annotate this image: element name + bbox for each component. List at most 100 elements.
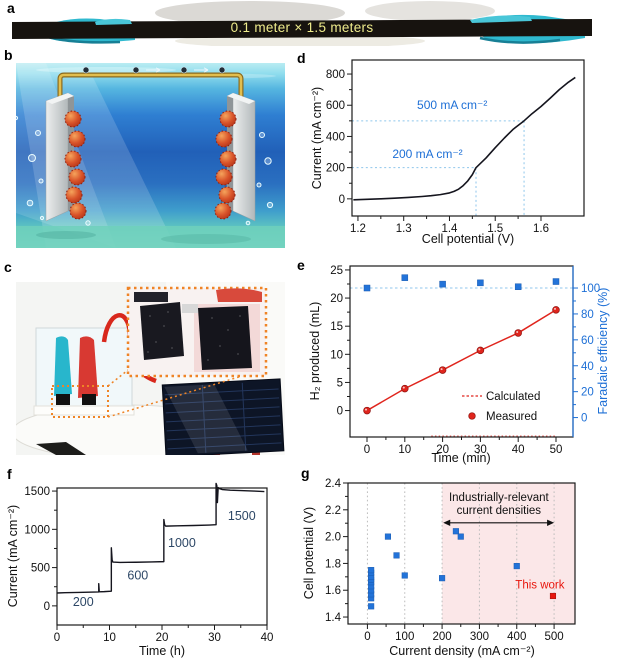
zoom-connector	[107, 369, 129, 387]
left-glove-thumb	[95, 18, 132, 25]
this-work-label: This work	[515, 580, 564, 592]
catalyst-particles-left	[64, 110, 87, 220]
panel-a-photo: 0.1 meter × 1.5 meters	[0, 0, 620, 48]
panel-label-b: b	[4, 47, 13, 63]
literature-point	[384, 533, 391, 540]
x-tick-label: 10	[398, 444, 411, 456]
efficiency-point	[552, 278, 560, 285]
measured-point	[514, 329, 522, 337]
y-tick-label: 1.4	[325, 612, 342, 624]
red-frame	[78, 336, 98, 398]
efficiency-point	[401, 274, 409, 281]
inset-clamp	[134, 292, 168, 302]
x-tick-label: 30	[208, 632, 221, 644]
right-y-tick-label: 80	[581, 309, 594, 321]
y-tick-label: 15	[330, 321, 343, 333]
f-x-axis-title: Time (h)	[138, 643, 186, 658]
y-tick-label: 200	[326, 163, 345, 175]
strip-dimension-caption: 0.1 meter × 1.5 meters	[230, 20, 374, 35]
cell-base	[33, 405, 135, 416]
bench-photo-canvas	[11, 282, 285, 460]
measured-point	[476, 346, 485, 355]
zoom-connector	[107, 375, 243, 418]
arrowhead-right	[547, 519, 555, 527]
this-work-point	[549, 592, 557, 600]
electrode-texture	[147, 311, 241, 361]
background-blur	[365, 1, 495, 21]
strip-photo-canvas	[12, 1, 592, 48]
y-tick-label: 600	[326, 100, 345, 112]
solar-panel	[161, 378, 285, 458]
teal-frame	[54, 336, 72, 396]
panel-label-c: c	[4, 259, 12, 275]
right-y-tick-label: 60	[581, 335, 594, 347]
chart-d-canvas: 500 mA cm⁻² 200 mA cm⁻² 1.2 1.3 1.4 1.5 1.6 0 20…	[326, 59, 585, 235]
measured-point-glint	[365, 408, 368, 411]
y-tick-label: 1.6	[325, 585, 341, 597]
chart-d: 500 mA cm⁻² 200 mA cm⁻² 1.2 1.3 1.4 1.5 1.6 0 20…	[310, 50, 620, 255]
step-current-label: 1500	[228, 509, 256, 523]
y-tick-label: 20	[330, 293, 343, 305]
legend-circle-icon	[468, 412, 476, 420]
current-step-curve	[56, 482, 265, 594]
x-tick-label: 1.6	[533, 223, 549, 235]
x-tick-label: 1.3	[396, 223, 412, 235]
g-y-axis-title: Cell potential (V)	[301, 506, 316, 600]
x-tick-label: 300	[470, 631, 489, 643]
guide-label: 500 mA cm⁻²	[417, 98, 487, 112]
x-tick-label: 20	[156, 632, 169, 644]
wire	[58, 73, 243, 97]
panel-label-d: d	[297, 50, 306, 66]
chart-f-canvas: 200 600 1000 1500 0 10 20 30 40 0 500 1000 1500	[24, 482, 273, 644]
right-y-tick-label: 100	[581, 283, 600, 295]
industrial-region-shading	[442, 483, 575, 624]
x-tick-label: 1.5	[487, 223, 503, 235]
efficiency-point	[477, 279, 484, 287]
x-tick-label: 400	[507, 631, 526, 643]
x-tick-label: 30	[474, 444, 487, 456]
inset-electrode-left	[140, 302, 184, 360]
membrane-strip	[12, 19, 592, 39]
y-tick-label: 1000	[24, 524, 50, 536]
y-tick-label: 1500	[24, 486, 50, 498]
y-tick-label: 0	[337, 406, 343, 418]
literature-point	[513, 563, 520, 570]
x-tick-label: 0	[54, 632, 60, 644]
step-current-label: 1000	[168, 536, 196, 550]
y-tick-label: 500	[31, 563, 50, 575]
efficiency-point	[514, 283, 522, 290]
x-tick-label: 100	[395, 631, 414, 643]
panel-b-illustration	[13, 63, 285, 248]
seabed-shadow	[161, 234, 251, 244]
chart-g: 0 100 200 300 400 500 1.4 1.6 1.8 2.0 2.2 2.4 Indust…	[302, 460, 620, 668]
x-tick-label: 200	[432, 631, 451, 643]
panel-label-e: e	[297, 257, 305, 273]
right-glove-fingers	[479, 36, 561, 44]
e-right-y-axis-title: Faradaic efficiency (%)	[595, 287, 610, 415]
measured-point-glint	[440, 368, 443, 371]
y-tick-label: 2.2	[325, 505, 341, 517]
chart-e-canvas: 0 10 20 30 40 50 0 5 10 15 20 25 0 20 40 60 80 100 Calcula…	[330, 265, 600, 456]
plot-frame	[347, 482, 576, 625]
bubbles	[13, 115, 274, 226]
measured-point-glint	[478, 348, 481, 351]
plot-frame	[349, 265, 574, 438]
d-y-axis-title: Current (mA cm⁻²)	[309, 86, 324, 190]
x-tick-label: 50	[550, 444, 563, 456]
zoom-inset	[126, 286, 268, 378]
x-tick-label: 40	[512, 444, 525, 456]
e-x-axis-title: Time (min)	[431, 450, 491, 465]
e-left-y-axis-title: H₂ produced (mL)	[307, 301, 322, 401]
guide-label: 200 mA cm⁻²	[392, 147, 462, 161]
surface-ripple	[36, 67, 176, 73]
right-glove-thumb	[470, 15, 532, 23]
inset-electrode-right	[198, 306, 252, 370]
panel-label-f: f	[7, 466, 12, 482]
efficiency-point	[363, 284, 371, 292]
polarization-curve	[353, 76, 576, 201]
measured-point	[438, 366, 447, 374]
seabed-shadow	[36, 231, 96, 239]
g-x-axis-title: Current density (mA cm⁻²)	[389, 643, 535, 658]
literature-point	[452, 528, 459, 535]
